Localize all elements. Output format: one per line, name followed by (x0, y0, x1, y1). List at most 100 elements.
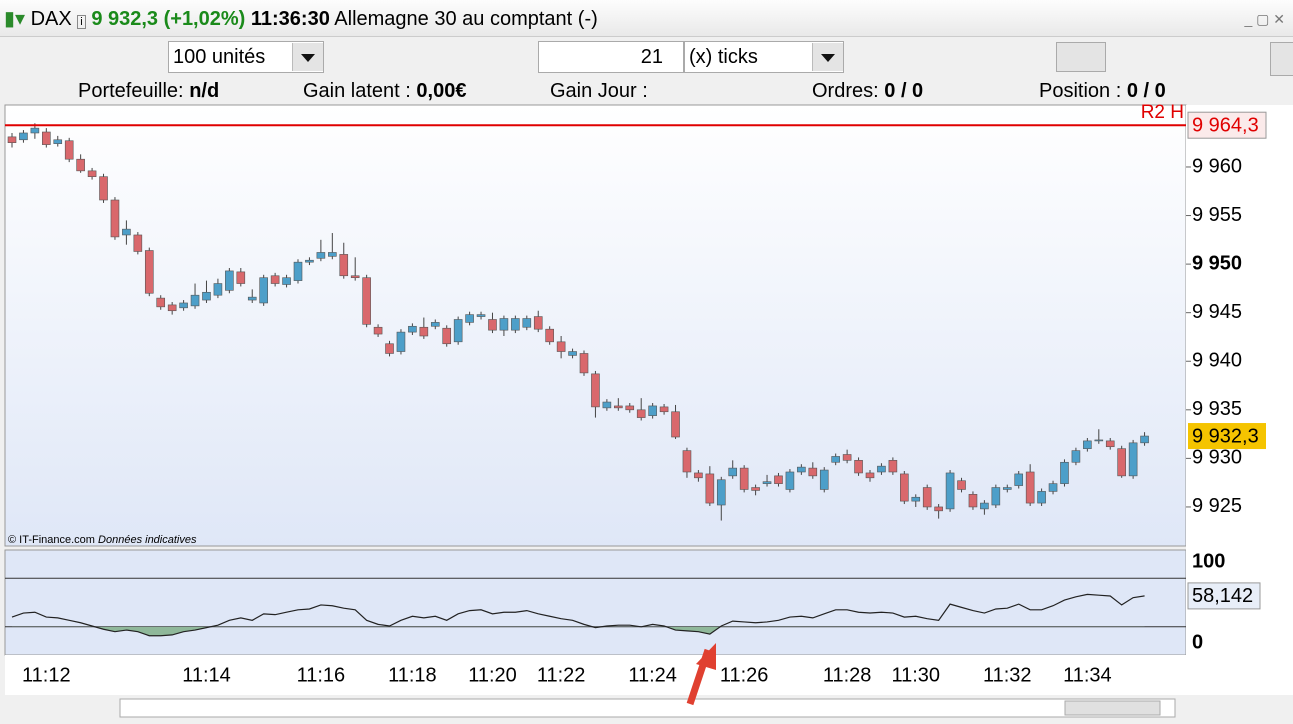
candle-body (396, 331, 406, 352)
candle-body (144, 250, 154, 294)
r2-name: R2 H (1141, 102, 1184, 123)
candle-body (636, 409, 646, 418)
r2-label-box (1187, 111, 1267, 139)
oversold-area (12, 626, 1145, 636)
candle-body (785, 471, 795, 490)
candle-body (350, 275, 360, 279)
candle-body (305, 259, 314, 263)
candle-body (7, 136, 17, 143)
y-tick-label: 9 945 (1192, 301, 1242, 323)
x-tick-label: 11:18 (388, 664, 437, 686)
candle-body (568, 351, 577, 356)
ticks-select[interactable]: (x) ticks (684, 41, 844, 73)
scroll-thumb[interactable] (1064, 700, 1161, 716)
dropdown[interactable] (292, 43, 323, 71)
candle-body (465, 314, 474, 323)
candle-body (362, 277, 371, 325)
candle-body (854, 460, 863, 474)
r2-label: 9 964,3 (1192, 114, 1259, 136)
candle-body (385, 343, 394, 354)
candle-body (282, 277, 291, 285)
candle-body (1048, 483, 1058, 492)
candle-body (922, 487, 932, 508)
candle-body (213, 283, 223, 296)
candle-body (99, 176, 108, 201)
candle-body (739, 467, 749, 490)
candle-body (442, 327, 452, 345)
candles (7, 123, 1149, 521)
info-icon[interactable]: i (77, 15, 86, 29)
dropdown[interactable] (812, 43, 843, 71)
source: © IT-Finance.com (8, 534, 95, 546)
y-tick-label: 9 940 (1192, 350, 1242, 372)
orders: Ordres: 0 / 0 (812, 78, 923, 104)
y-tick-label: 9 960 (1192, 155, 1242, 177)
y-tick-label: 9 930 (1192, 447, 1242, 469)
candle-body (339, 254, 349, 277)
window-controls[interactable]: _ ▢ ✕ (1244, 11, 1285, 27)
candle-body (225, 270, 234, 291)
candle-body (934, 506, 943, 512)
value: 0,00€ (416, 80, 467, 102)
last-price-label: 9 932,3 (1192, 425, 1259, 447)
candle-body (1060, 461, 1069, 484)
candle-body (945, 472, 955, 510)
candle-body (682, 450, 692, 473)
latent-gain: Gain latent : 0,00€ (303, 78, 466, 104)
time: 11:36:30 (250, 8, 330, 30)
scrollbar[interactable] (119, 698, 1176, 718)
candle-body (373, 326, 383, 335)
candle-body (87, 170, 97, 177)
candle-body (476, 314, 486, 317)
candle-body (511, 318, 520, 331)
title-bar: ▮▾ DAX i 9 932,3 (+1,02%) 11:36:30 Allem… (0, 0, 1293, 37)
chart-type-button[interactable] (1056, 42, 1106, 72)
side-button[interactable] (1270, 42, 1293, 76)
price-pane (4, 104, 1187, 547)
x-tick-label: 11:28 (823, 664, 872, 686)
candle-body (259, 277, 268, 304)
candle-body (1117, 448, 1126, 477)
x-tick-label: 11:14 (182, 664, 231, 686)
candle-body (110, 199, 120, 238)
value: n/d (189, 80, 220, 102)
y-tick-label: 9 955 (1192, 204, 1242, 226)
value: / 0 (900, 80, 924, 102)
candle-body (1105, 440, 1115, 448)
candle-body (1083, 440, 1092, 449)
candle-body (1094, 439, 1104, 442)
candle-body (865, 472, 875, 479)
candle-body (900, 473, 909, 502)
candle-body (247, 296, 257, 301)
candle-body (991, 487, 1001, 506)
candle-body (694, 472, 703, 479)
x-tick-label: 11:34 (1063, 664, 1112, 686)
oscillator-pane (4, 549, 1187, 656)
osc-tick-label: 0 (1192, 631, 1203, 653)
candle-body (133, 234, 143, 252)
candle-body (19, 132, 28, 141)
candle-body (122, 228, 131, 236)
x-tick-label: 11:30 (891, 664, 940, 686)
candle-body (957, 480, 966, 490)
candle-body (648, 405, 657, 416)
candle-body (488, 319, 497, 331)
watermark: © IT-Finance.com Données indicatives (8, 534, 197, 546)
candle-body (270, 275, 280, 284)
candle-body (842, 454, 852, 461)
label: Ordres: (812, 80, 879, 102)
ticks-input[interactable]: 21 (538, 41, 684, 73)
info-bar: Portefeuille: n/d Gain latent : 0,00€ Ga… (0, 78, 1293, 104)
candle-body (419, 326, 429, 337)
portfolio: Portefeuille: n/d (78, 78, 219, 104)
quantity-select[interactable]: 100 unités (168, 41, 324, 73)
x-tick-label: 11:12 (22, 664, 71, 686)
last-price-box (1188, 423, 1266, 450)
candle-body (522, 318, 532, 328)
candle-body (579, 353, 589, 374)
candle-body (556, 341, 566, 352)
candle-body (671, 411, 680, 438)
symbol: DAX (30, 8, 72, 30)
